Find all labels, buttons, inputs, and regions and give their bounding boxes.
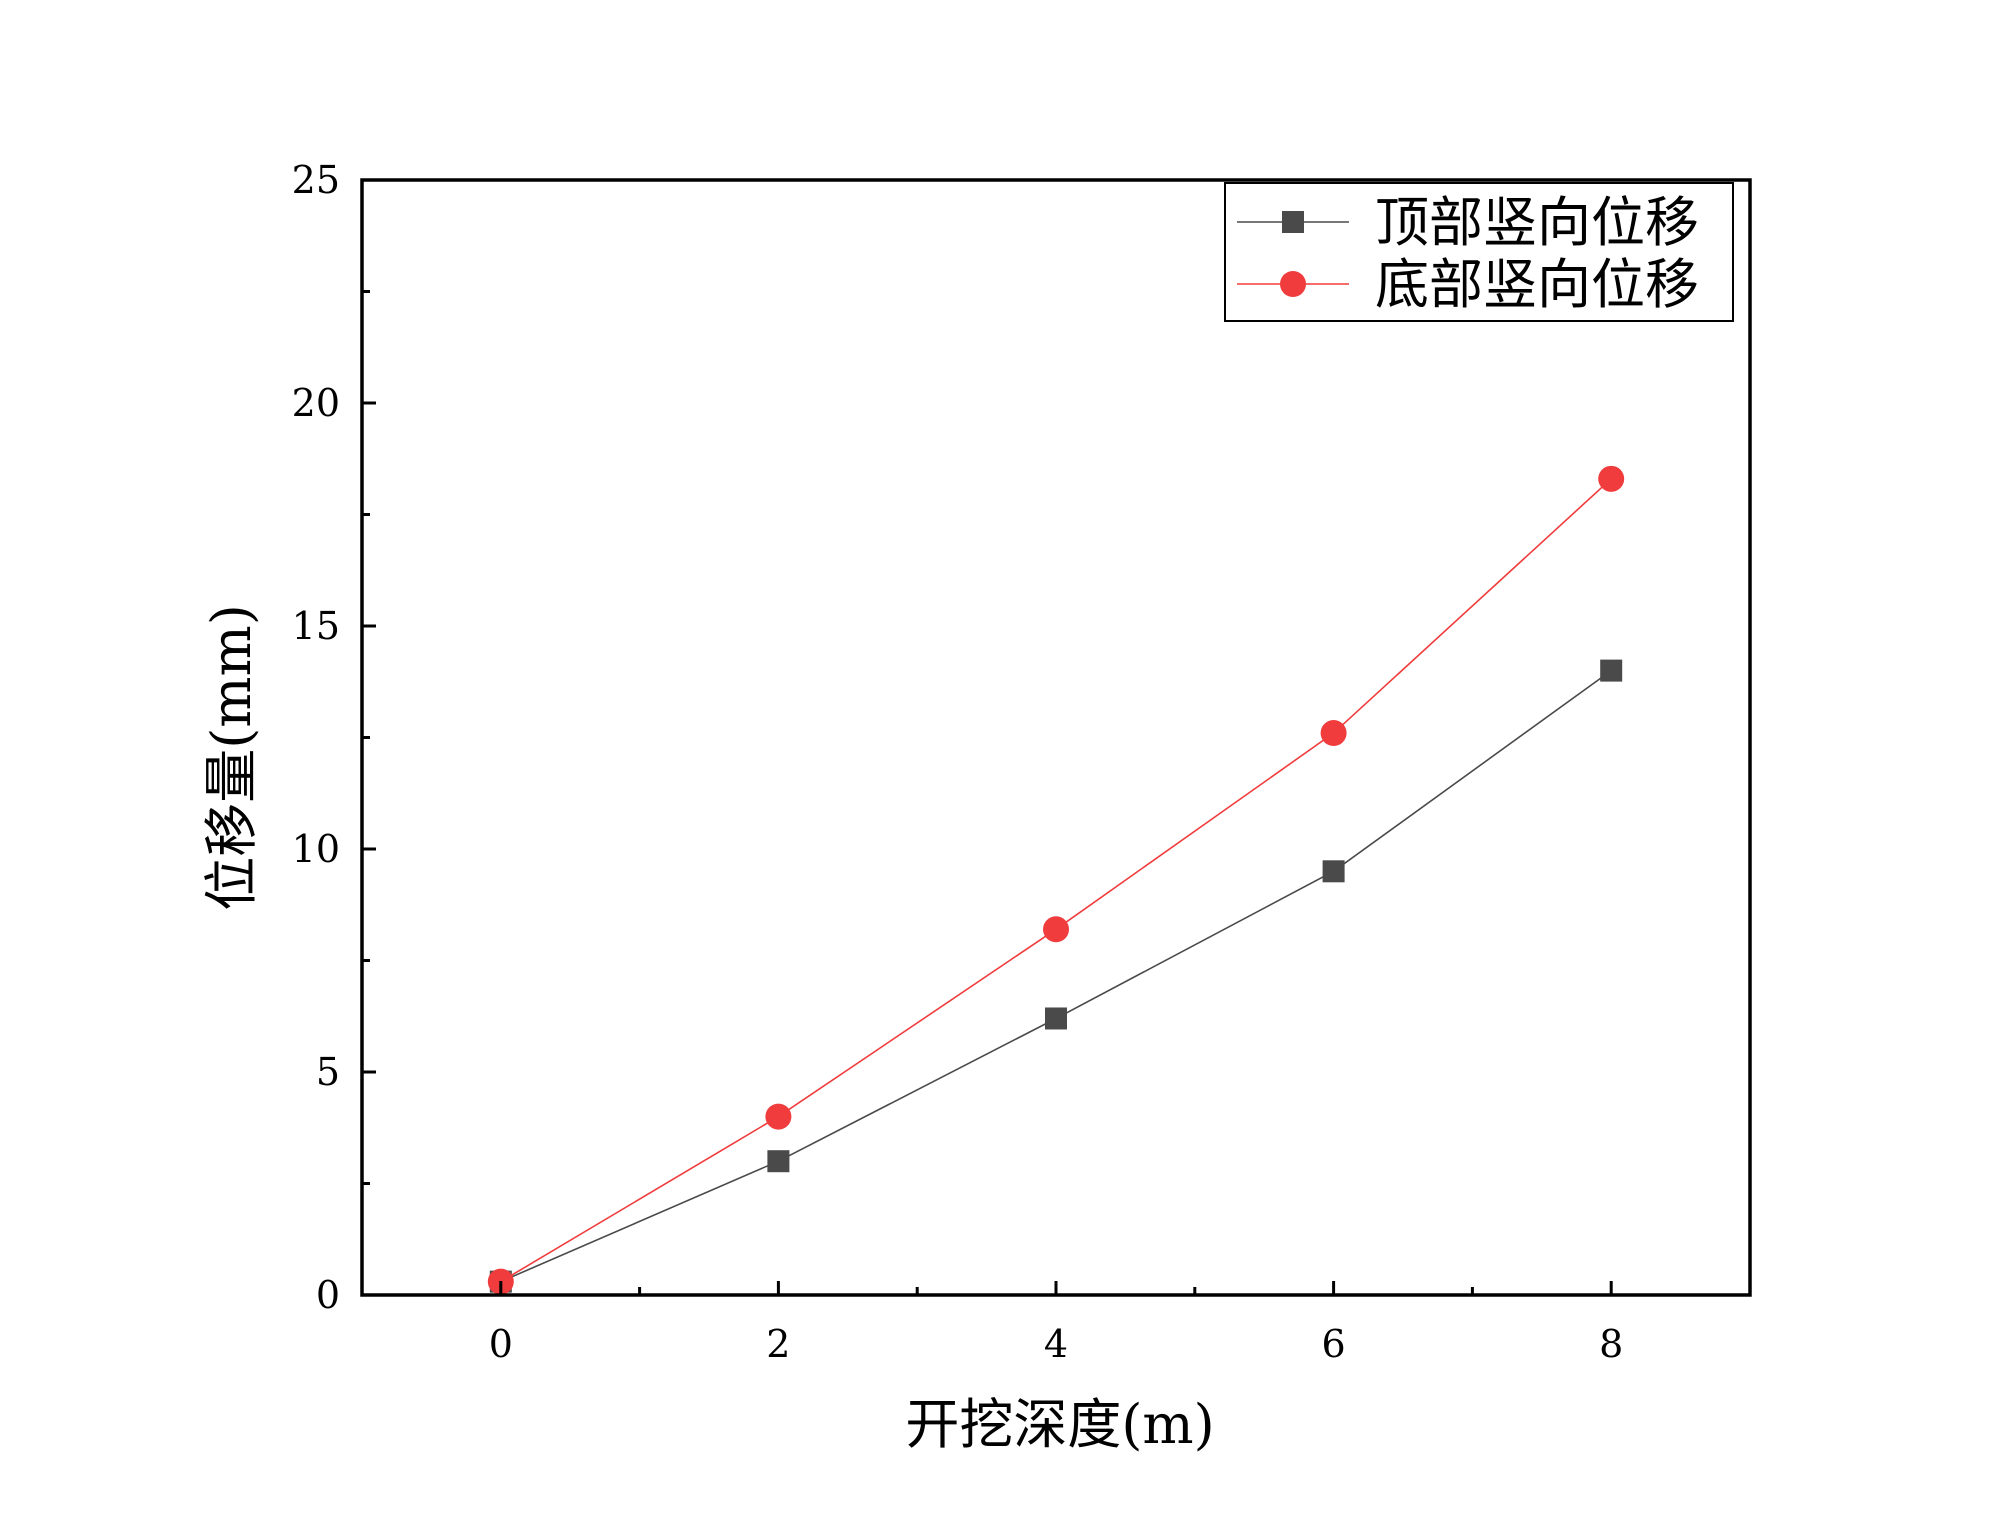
legend-entry-bottom: 底部竖向位移 [1237,253,1699,316]
y-tick-label: 0 [316,1273,340,1317]
legend-square-marker [1282,211,1304,233]
x-tick-label: 0 [489,1322,513,1366]
data-point-square [767,1150,790,1173]
x-tick-label: 6 [1322,1322,1346,1366]
legend-circle-marker [1280,271,1306,297]
legend-entry-top: 顶部竖向位移 [1237,191,1699,254]
legend-label-top: 顶部竖向位移 [1375,191,1699,254]
x-axis-title: 开挖深度(m) [905,1393,1214,1456]
x-tick-label: 2 [766,1322,790,1366]
data-point-circle [765,1103,792,1130]
x-tick-label: 8 [1599,1322,1623,1366]
legend-label-bottom: 底部竖向位移 [1375,253,1699,316]
data-point-circle [1043,916,1069,943]
legend: 顶部竖向位移 底部竖向位移 [1224,182,1734,322]
y-axis-title: 位移量(mm) [200,604,263,911]
x-tick-label: 4 [1044,1322,1068,1366]
legend-box [1224,182,1734,322]
x-axis-ticks: 0 2 4 6 8 [489,1281,1623,1366]
y-tick-label: 25 [292,158,340,202]
data-point-square [1045,1007,1067,1030]
y-tick-label: 15 [292,604,340,648]
y-tick-label: 10 [292,827,340,871]
data-point-square [1322,860,1345,883]
y-axis-ticks: 0 5 10 15 20 25 [292,158,376,1317]
data-point-circle [1320,720,1347,747]
data-point-square [1600,659,1623,682]
data-point-circle [1598,465,1625,492]
y-tick-label: 20 [292,381,340,425]
y-tick-label: 5 [316,1050,340,1094]
